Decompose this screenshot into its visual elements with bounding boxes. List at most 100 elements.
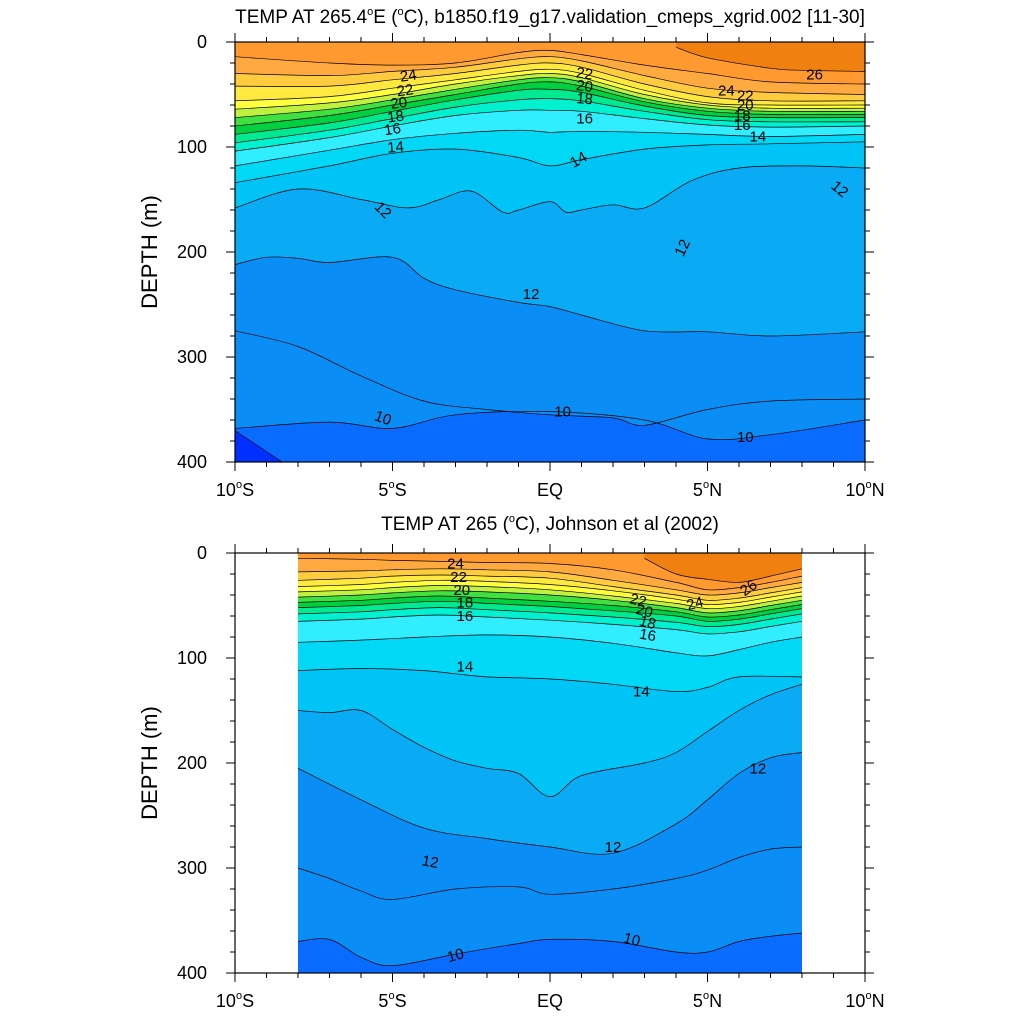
contour-label: 10 <box>622 930 643 951</box>
y-tick-label: 400 <box>177 963 207 983</box>
y-tick-label: 400 <box>177 452 207 472</box>
y-tick-label: 100 <box>177 648 207 668</box>
isotherm-26 <box>644 557 803 583</box>
x-tick-label: 5oN <box>693 990 722 1011</box>
isotherm-21 <box>297 585 803 610</box>
contour-label-group: 20 <box>389 94 408 113</box>
contour-label: 16 <box>576 111 593 128</box>
contour-label-group: 18 <box>734 108 751 125</box>
isotherm-13 <box>297 683 803 797</box>
contour-label: 22 <box>575 64 594 83</box>
contour-label-group: 16 <box>734 117 751 134</box>
contour-label-group: 24 <box>718 82 735 99</box>
contour-label: 16 <box>734 117 751 134</box>
contour-label-group: 10 <box>445 945 466 966</box>
x-tick-label: 10oN <box>845 479 884 500</box>
contour-label: 16 <box>457 608 474 625</box>
contour-label-group: 22 <box>575 64 594 83</box>
y-tick-label: 0 <box>197 543 207 563</box>
contour-label-group: 16 <box>638 626 657 646</box>
isotherm-26 <box>675 46 865 72</box>
contour-label: 16 <box>638 626 657 646</box>
contour-label-group: 10 <box>554 404 571 421</box>
contour-label-group: 14 <box>387 138 405 156</box>
contour-label-group: 16 <box>383 120 402 139</box>
contour-label: 22 <box>628 590 649 611</box>
contour-label: 14 <box>457 658 474 675</box>
x-tick-label: 10oS <box>216 479 254 500</box>
contour-label-group: 24 <box>685 594 706 615</box>
y-tick-label: 100 <box>177 137 207 157</box>
isotherm-14 <box>235 141 865 184</box>
contour-label-group: 18 <box>457 594 474 611</box>
contour-label: 26 <box>737 576 760 599</box>
contour-label: 12 <box>672 237 694 259</box>
contour-label: 24 <box>447 556 464 573</box>
isotherm-10 <box>235 410 865 441</box>
y-tick-label: 300 <box>177 347 207 367</box>
contour-label-group: 22 <box>450 569 467 586</box>
plot-area: 2422201816142220181614242622201816141212… <box>235 42 865 462</box>
y-axis-label: DEPTH (m) <box>137 195 162 309</box>
contour-label: 24 <box>718 82 735 99</box>
axes: 0 100 200 300 400 10oS 5oS EQ 5oN 10oN <box>177 32 885 500</box>
contour-label: 10 <box>737 429 754 446</box>
contour-label-group: 22 <box>737 88 754 105</box>
isotherm-24 <box>235 56 865 95</box>
contour-label-group: 10 <box>737 429 754 446</box>
contour-label: 18 <box>386 107 405 126</box>
x-tick-label: 10oS <box>216 990 254 1011</box>
isotherm-16 <box>235 109 865 152</box>
contour-label: 22 <box>450 569 467 586</box>
contour-label-group: 12 <box>672 237 694 259</box>
contour-label-group: 22 <box>396 81 415 100</box>
isotherm-18 <box>297 600 803 622</box>
contour-label: 20 <box>453 582 470 599</box>
x-tick-label: 5oN <box>693 479 722 500</box>
isotherm-12 <box>235 256 865 337</box>
isotherm-20 <box>235 77 865 118</box>
contour-label: 18 <box>734 108 751 125</box>
contour-label-group: 18 <box>386 107 405 126</box>
contour-label-group: 10 <box>622 930 643 951</box>
contour-label: 20 <box>737 97 754 114</box>
contour-label: 24 <box>399 67 418 86</box>
y-tick-label: 200 <box>177 753 207 773</box>
isotherm-14 <box>297 668 803 693</box>
contour-label-group: 26 <box>806 67 823 84</box>
isotherm-18 <box>235 88 865 135</box>
isotherm-22 <box>235 68 865 106</box>
contour-label-group: 22 <box>628 590 649 611</box>
panel-title: TEMP AT 265 (oC), Johnson et al (2002) <box>381 513 719 535</box>
contour-label-group: 12 <box>523 286 540 303</box>
contour-label-group: 14 <box>750 129 767 146</box>
axes: 0 100 200 300 400 10oS 5oS EQ 5oN 10oN <box>177 543 885 1011</box>
y-tick-label: 0 <box>197 32 207 52</box>
contour-label: 10 <box>372 408 393 430</box>
x-tick-label: EQ <box>537 991 563 1011</box>
contour-label-group: 16 <box>576 111 593 128</box>
isotherm-17 <box>235 98 865 144</box>
contour-label-group: 12 <box>421 852 440 872</box>
panel-title: TEMP AT 265.4oE (oC), b1850.f19_g17.vali… <box>235 6 865 28</box>
isotherm-21 <box>235 73 865 110</box>
contour-band-26 <box>676 42 865 72</box>
isotherm-15 <box>297 634 803 657</box>
contour-label-group: 18 <box>576 90 594 108</box>
isotherm-20 <box>297 590 803 614</box>
y-axis-label: DEPTH (m) <box>137 706 162 820</box>
contour-label-group: 12 <box>605 839 622 856</box>
isotherm-13 <box>235 165 865 214</box>
x-tick-label: EQ <box>537 480 563 500</box>
contour-label: 24 <box>685 594 706 615</box>
contour-label-group: 16 <box>457 608 474 625</box>
isotherm-12 <box>297 752 803 855</box>
isotherm-10 <box>297 932 803 967</box>
contour-label: 12 <box>750 760 767 777</box>
contour-label-group: 20 <box>575 77 594 96</box>
contour-label: 16 <box>383 120 402 139</box>
y-tick-label: 300 <box>177 858 207 878</box>
contour-label: 12 <box>421 852 440 872</box>
